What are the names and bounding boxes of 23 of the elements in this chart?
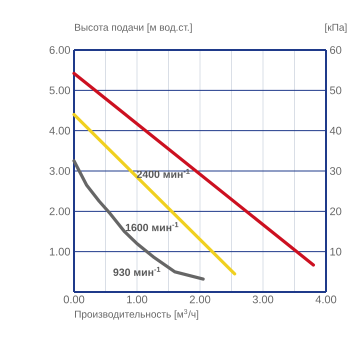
x-axis-title: Производительность [м$^{3}$/ч] (75, 309, 198, 320)
y-tick-label: 2.00 (50, 207, 70, 216)
y-tick-label: 5.00 (50, 86, 70, 94)
x-tick-label: 1.00 (127, 296, 148, 304)
annotation: 930 мин$^{-1}$ (113, 266, 160, 276)
y2-tick-label: 10 (330, 248, 342, 256)
y-tick-label: 1.00 (50, 248, 70, 256)
y-tick-label: 4.00 (49, 126, 70, 135)
y-tick-label: 3.00 (49, 167, 70, 175)
x-tick-label: 0.00 (64, 296, 84, 304)
x-tick-label: 3.00 (252, 296, 274, 304)
x-tick-label: 4.00 (316, 296, 336, 304)
y2-tick-label: 20 (330, 207, 342, 216)
y2-tick-label: 40 (330, 126, 342, 135)
y2-tick-label: 30 (330, 167, 342, 175)
y-tick-label: 6.00 (50, 46, 70, 54)
line-series (72, 159, 205, 281)
y2-tick-label: 60 (330, 46, 342, 54)
y2-tick-label: 50 (330, 86, 342, 94)
y2-axis-title: [кПа] (325, 24, 347, 33)
annotation: 1600 мин$^{-1}$ (126, 222, 178, 232)
x-tick-label: 2.00 (190, 296, 210, 304)
y-axis-title: Высота подачи [м вод.ст.] (75, 24, 192, 33)
